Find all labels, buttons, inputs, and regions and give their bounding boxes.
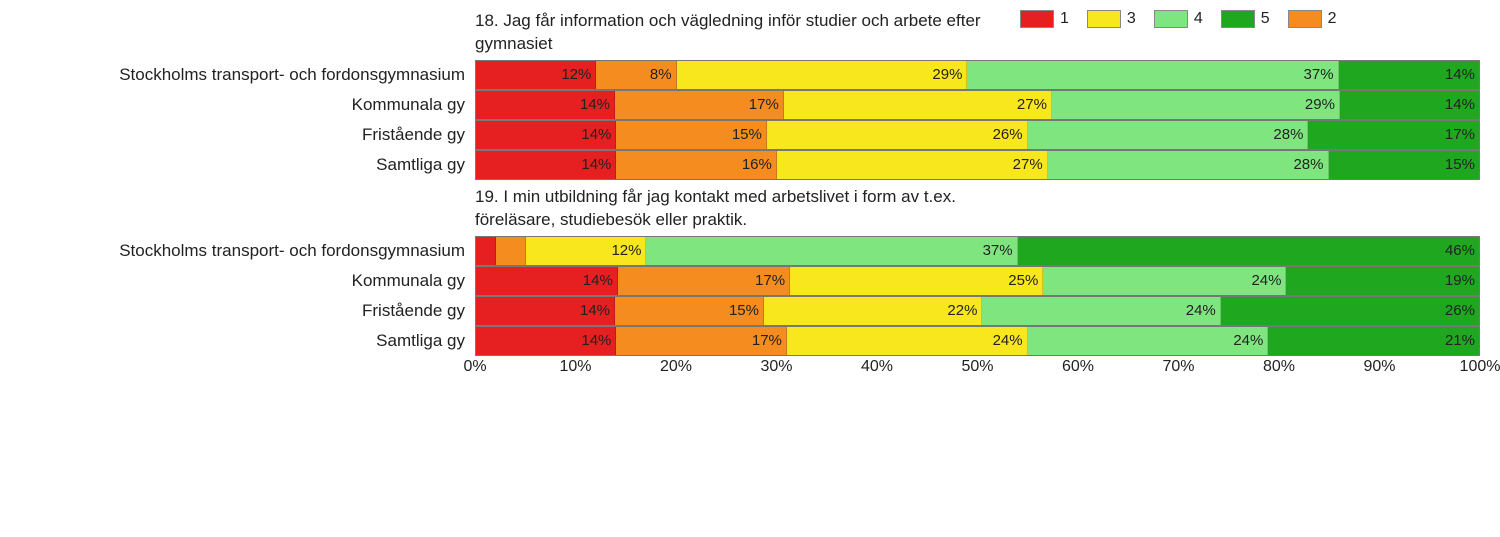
legend-swatch [1087,10,1121,28]
axis-tick: 10% [559,358,591,376]
segment-4: 29% [1052,91,1340,119]
legend-label: 2 [1328,10,1337,28]
row-label: Kommunala gy [20,266,475,296]
segment-4: 28% [1048,151,1329,179]
row-label: Stockholms transport- och fordonsgymnasi… [20,60,475,90]
bar-row: 14%17%27%29%14% [475,90,1480,120]
bar-row: 14%17%25%24%19% [475,266,1480,296]
segment-3: 27% [777,151,1048,179]
row-label: Samtliga gy [20,150,475,180]
bar-row: 12%37%46% [475,236,1480,266]
segment-5: 14% [1340,91,1479,119]
chart-header: 18. Jag får information och vägledning i… [20,10,1480,56]
legend-item-1: 1 [1020,10,1069,28]
data-row: Stockholms transport- och fordonsgymnasi… [20,236,1480,266]
legend-swatch [1020,10,1054,28]
row-label: Fristående gy [20,120,475,150]
legend-label: 3 [1127,10,1136,28]
segment-4: 37% [646,237,1017,265]
bar-row: 14%16%27%28%15% [475,150,1480,180]
segment-4: 28% [1028,121,1309,149]
survey-charts: 18. Jag får information och vägledning i… [20,10,1480,384]
bar-row: 14%15%22%24%26% [475,296,1480,326]
chart-title: 19. I min utbildning får jag kontakt med… [475,186,995,232]
segment-2: 17% [616,327,787,355]
segment-2: 16% [616,151,776,179]
segment-3: 22% [764,297,982,325]
chart-block-0: 18. Jag får information och vägledning i… [20,10,1480,180]
segment-5: 21% [1268,327,1479,355]
segment-3: 29% [677,61,968,89]
segment-1: 14% [476,121,616,149]
x-axis: 0%10%20%30%40%50%60%70%80%90%100% [20,358,1480,384]
chart-title: 18. Jag får information och vägledning i… [475,10,995,56]
segment-1: 14% [476,91,615,119]
legend-label: 1 [1060,10,1069,28]
segment-1: 12% [476,61,596,89]
segment-5: 26% [1221,297,1479,325]
chart-block-1: 19. I min utbildning får jag kontakt med… [20,186,1480,384]
legend-swatch [1154,10,1188,28]
bar-row: 14%15%26%28%17% [475,120,1480,150]
data-row: Kommunala gy14%17%25%24%19% [20,266,1480,296]
segment-3: 12% [526,237,646,265]
axis-tick: 30% [760,358,792,376]
segment-4: 37% [967,61,1338,89]
segment-1 [476,237,496,265]
bar-row: 14%17%24%24%21% [475,326,1480,356]
axis-tick: 90% [1363,358,1395,376]
segment-5: 15% [1329,151,1479,179]
axis-tick: 100% [1460,358,1500,376]
segment-1: 14% [476,297,615,325]
legend-label: 4 [1194,10,1203,28]
axis-tick: 70% [1162,358,1194,376]
segment-5: 14% [1339,61,1479,89]
segment-1: 14% [476,267,618,295]
segment-3: 27% [784,91,1052,119]
segment-3: 25% [790,267,1043,295]
segment-3: 24% [787,327,1028,355]
legend-item-4: 4 [1154,10,1203,28]
legend: 1 3 4 5 2 [1020,10,1337,28]
legend-item-5: 5 [1221,10,1270,28]
segment-4: 24% [1028,327,1269,355]
data-row: Fristående gy14%15%22%24%26% [20,296,1480,326]
legend-item-2: 2 [1288,10,1337,28]
legend-label: 5 [1261,10,1270,28]
segment-1: 14% [476,327,616,355]
segment-5: 46% [1018,237,1479,265]
segment-2: 17% [615,91,784,119]
axis-tick: 60% [1062,358,1094,376]
segment-3: 26% [767,121,1028,149]
data-row: Samtliga gy14%17%24%24%21% [20,326,1480,356]
legend-swatch [1288,10,1322,28]
segment-2: 8% [596,61,676,89]
segment-2: 15% [615,297,764,325]
segment-1: 14% [476,151,616,179]
axis-tick: 20% [660,358,692,376]
row-label: Kommunala gy [20,90,475,120]
axis-tick: 80% [1263,358,1295,376]
axis-tick: 0% [463,358,486,376]
axis-tick: 40% [861,358,893,376]
row-label: Samtliga gy [20,326,475,356]
segment-2: 17% [618,267,790,295]
data-row: Samtliga gy14%16%27%28%15% [20,150,1480,180]
data-row: Fristående gy14%15%26%28%17% [20,120,1480,150]
data-row: Kommunala gy14%17%27%29%14% [20,90,1480,120]
row-label: Fristående gy [20,296,475,326]
segment-2: 15% [616,121,766,149]
segment-5: 19% [1286,267,1478,295]
segment-4: 24% [982,297,1220,325]
data-row: Stockholms transport- och fordonsgymnasi… [20,60,1480,90]
bar-row: 12%8%29%37%14% [475,60,1480,90]
legend-item-3: 3 [1087,10,1136,28]
segment-5: 17% [1308,121,1479,149]
chart-header: 19. I min utbildning får jag kontakt med… [20,186,1480,232]
axis-tick: 50% [961,358,993,376]
row-label: Stockholms transport- och fordonsgymnasi… [20,236,475,266]
segment-4: 24% [1043,267,1286,295]
segment-2 [496,237,526,265]
legend-swatch [1221,10,1255,28]
